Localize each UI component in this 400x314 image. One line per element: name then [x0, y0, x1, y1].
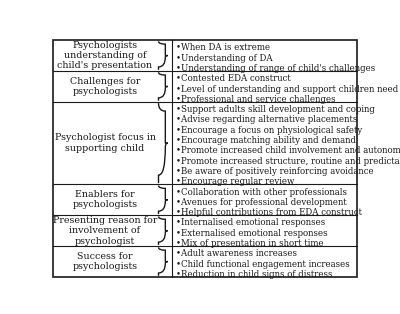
Text: •Internalised emotional responses: •Internalised emotional responses: [176, 219, 326, 227]
Text: •Reduction in child signs of distress: •Reduction in child signs of distress: [176, 270, 333, 279]
Text: Success for
psychologists: Success for psychologists: [72, 252, 138, 271]
Text: Presenting reason for
involvement of
psychologist: Presenting reason for involvement of psy…: [53, 216, 157, 246]
Text: •Child functional engagement increases: •Child functional engagement increases: [176, 260, 350, 269]
Text: Psychologist focus in
supporting child: Psychologist focus in supporting child: [54, 133, 156, 153]
Text: •Level of understanding and support children need from adults: •Level of understanding and support chil…: [176, 84, 400, 94]
Text: •Support adults skill development and coping: •Support adults skill development and co…: [176, 105, 375, 114]
Text: •Understanding of DA: •Understanding of DA: [176, 54, 273, 62]
Text: •Externalised emotional responses: •Externalised emotional responses: [176, 229, 328, 238]
Text: •Be aware of positively reinforcing avoidance: •Be aware of positively reinforcing avoi…: [176, 167, 374, 176]
Text: •Collaboration with other professionals: •Collaboration with other professionals: [176, 187, 347, 197]
Text: •Avenues for professional development: •Avenues for professional development: [176, 198, 347, 207]
Text: Psychologists
understanding of
child's presentation: Psychologists understanding of child's p…: [58, 41, 152, 70]
Text: •Professional and service challenges: •Professional and service challenges: [176, 95, 336, 104]
Text: Challenges for
psychologists: Challenges for psychologists: [70, 77, 140, 96]
Text: Enablers for
psychologists: Enablers for psychologists: [72, 190, 138, 209]
Text: •Mix of presentation in short time: •Mix of presentation in short time: [176, 239, 324, 248]
Text: •Advise regarding alternative placements: •Advise regarding alternative placements: [176, 116, 358, 124]
Text: •When DA is extreme: •When DA is extreme: [176, 43, 270, 52]
Text: •Helpful contributions from EDA construct: •Helpful contributions from EDA construc…: [176, 208, 362, 217]
Text: •Adult awareness increases: •Adult awareness increases: [176, 249, 297, 258]
Text: •Contested EDA construct: •Contested EDA construct: [176, 74, 291, 83]
Text: •Encourage a focus on physiological safety: •Encourage a focus on physiological safe…: [176, 126, 362, 135]
Text: •Promote increased child involvement and autonomy: •Promote increased child involvement and…: [176, 146, 400, 155]
Text: •Encourage regular review: •Encourage regular review: [176, 177, 294, 186]
Text: •Promote increased structure, routine and predictability: •Promote increased structure, routine an…: [176, 157, 400, 166]
Text: •Encourage matching ability and demand: •Encourage matching ability and demand: [176, 136, 356, 145]
Text: •Understanding of range of child's challenges: •Understanding of range of child's chall…: [176, 64, 376, 73]
